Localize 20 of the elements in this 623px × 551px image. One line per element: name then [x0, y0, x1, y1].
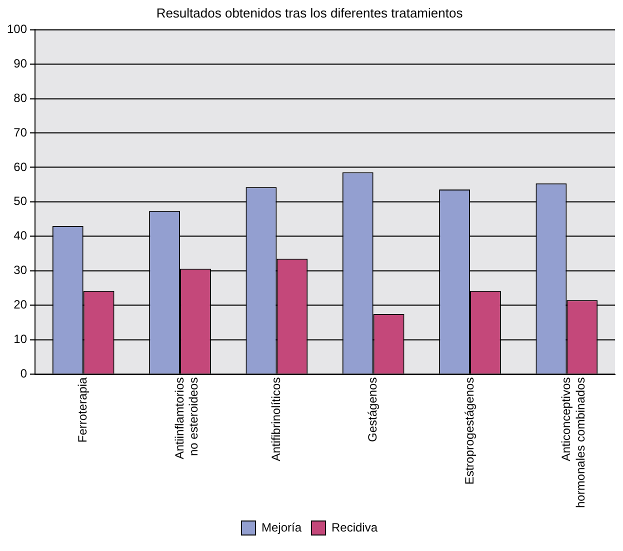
y-tick-label: 0	[20, 366, 28, 381]
x-tick-label: Estroprogestágenos	[462, 377, 476, 485]
y-tick-label: 40	[14, 228, 28, 243]
y-tick-label: 100	[6, 22, 28, 36]
y-tick-label: 10	[14, 332, 28, 346]
legend-label: Recidiva	[331, 520, 378, 534]
y-tick-label: 20	[14, 298, 28, 312]
chart-title: Resultados obtenidos tras los diferentes tratamientos	[156, 5, 464, 20]
x-tick-label: Antifibrinolíticos	[268, 377, 283, 462]
y-tick-label: 30	[14, 263, 28, 278]
x-tick-label: Ferroterapia	[76, 376, 90, 443]
y-tick-label: 70	[14, 125, 28, 140]
y-tick-label: 80	[14, 90, 28, 105]
x-tick-label: Antiinflamtorios no esteroideos	[172, 377, 201, 460]
y-tick-label: 60	[14, 160, 28, 174]
x-tick-label: Gestágenos	[366, 377, 380, 442]
y-tick-label: 90	[14, 56, 28, 70]
legend-label: Mejoría	[261, 520, 302, 534]
y-tick-label: 50	[14, 194, 28, 208]
x-tick-label: Anticonceptivos hormonales combinados	[558, 377, 588, 508]
